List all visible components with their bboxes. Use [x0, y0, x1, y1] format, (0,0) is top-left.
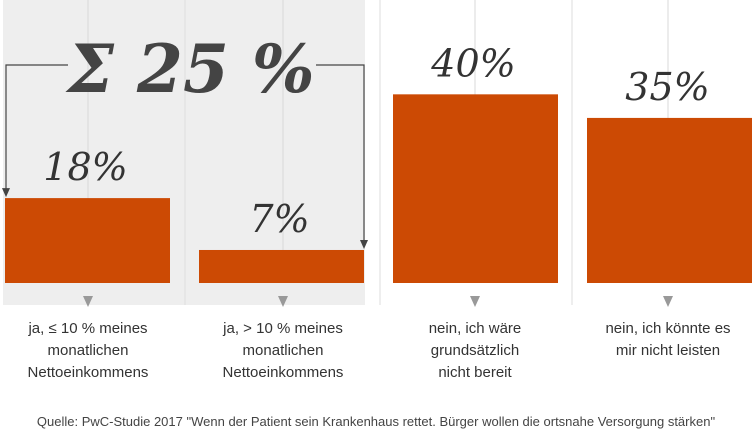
bar	[393, 94, 558, 283]
data-label: 35%	[625, 65, 709, 109]
category-marker	[278, 296, 288, 307]
category-marker	[83, 296, 93, 307]
category-label: nein, ich wäre grundsätzlich nicht bereit	[385, 318, 565, 384]
category-label-line: nein, ich könnte es	[605, 320, 731, 337]
source-note: Quelle: PwC-Studie 2017 "Wenn der Patien…	[36, 414, 716, 429]
category-label: ja, > 10 % meines monatlichen Nettoeinkomm…	[193, 318, 373, 384]
bar	[5, 198, 170, 283]
sum-bracket-left	[5, 64, 68, 195]
category-label-line: mir nicht leisten	[615, 342, 721, 359]
bar	[587, 117, 752, 284]
category-label-line: ja, > 10 % meines	[223, 320, 343, 337]
data-label: 40%	[430, 41, 515, 85]
category-marker	[663, 296, 673, 307]
category-marker	[470, 296, 480, 307]
category-label-line: Nettoeinkommens	[27, 364, 149, 381]
bar	[199, 249, 364, 283]
sum-arrow-right	[360, 239, 368, 249]
category-label-line: nicht bereit	[438, 364, 512, 381]
category-label: nein, ich könnte es mir nicht leisten	[578, 318, 752, 362]
data-label: 7%	[249, 197, 309, 241]
category-label-line: ja, ≤ 10 % meines	[28, 320, 148, 337]
category-label-line: monatlichen	[242, 342, 324, 359]
category-label-line: monatlichen	[47, 342, 129, 359]
category-label-line: nein, ich wäre	[428, 320, 522, 337]
sum-arrow-left	[2, 188, 10, 198]
sum-bracket-right	[316, 64, 365, 246]
category-label-line: grundsätzlich	[430, 342, 520, 359]
data-label: 18%	[43, 145, 127, 189]
category-label-line: Nettoeinkommens	[222, 364, 344, 381]
sum-annotation: Σ 25 %	[65, 30, 314, 108]
category-label: ja, ≤ 10 % meines monatlichen Nettoeinkomm…	[0, 318, 178, 384]
